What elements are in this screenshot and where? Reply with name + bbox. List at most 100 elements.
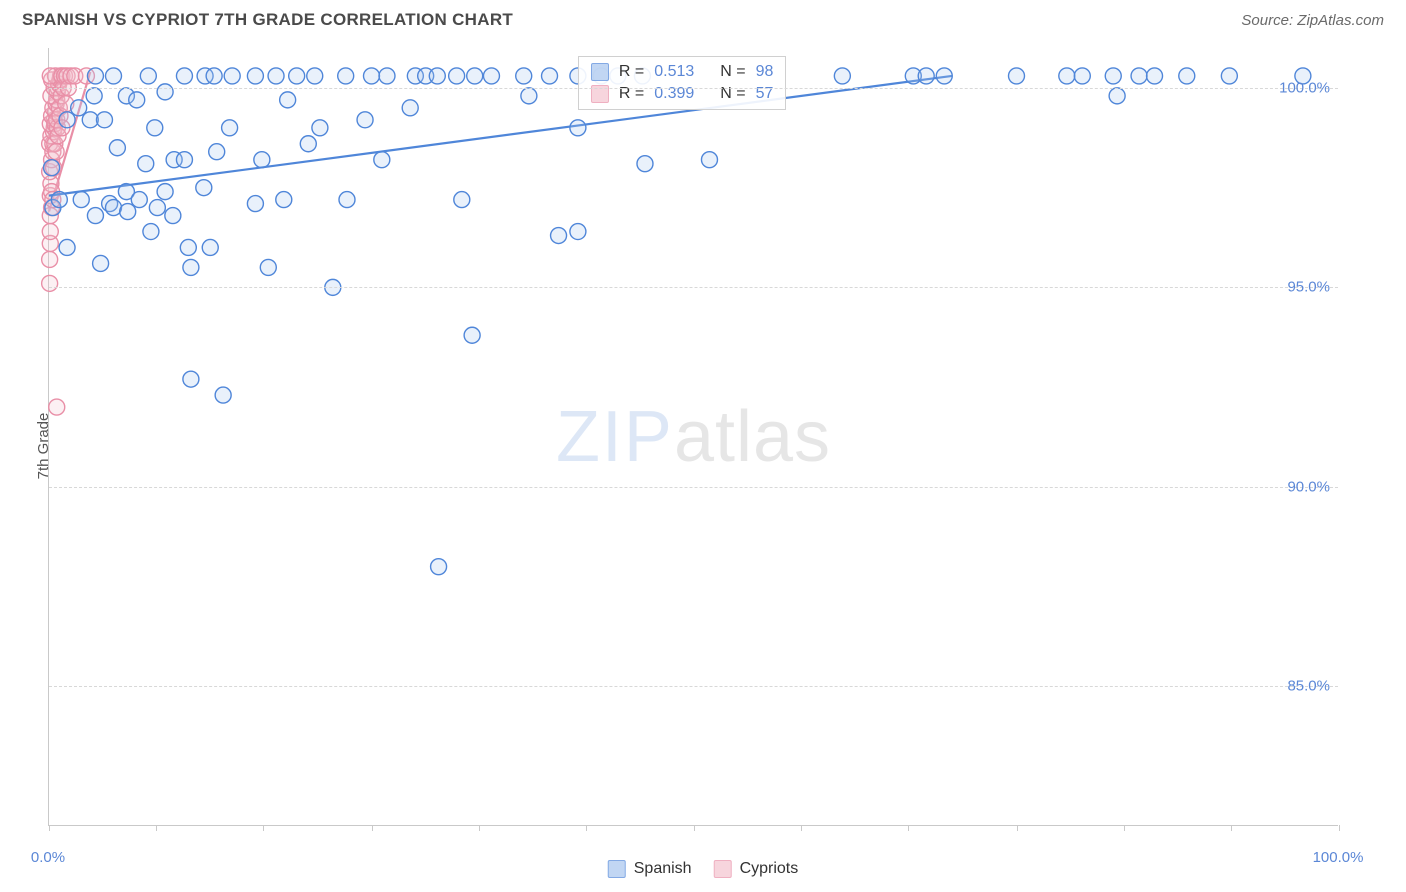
gridline-h [49,686,1338,687]
scatter-point-spanish[interactable] [143,224,159,240]
x-tick-label: 100.0% [1313,849,1364,866]
scatter-point-spanish[interactable] [183,259,199,275]
scatter-point-spanish[interactable] [268,68,284,84]
scatter-point-spanish[interactable] [357,112,373,128]
scatter-point-spanish[interactable] [176,68,192,84]
scatter-point-spanish[interactable] [86,88,102,104]
scatter-point-spanish[interactable] [1074,68,1090,84]
chart-title: SPANISH VS CYPRIOT 7TH GRADE CORRELATION… [22,10,513,30]
scatter-point-spanish[interactable] [1105,68,1121,84]
scatter-point-spanish[interactable] [402,100,418,116]
scatter-point-spanish[interactable] [834,68,850,84]
scatter-point-cypriots[interactable] [42,275,58,291]
scatter-point-spanish[interactable] [157,184,173,200]
scatter-point-spanish[interactable] [483,68,499,84]
scatter-point-spanish[interactable] [276,192,292,208]
scatter-point-spanish[interactable] [59,239,75,255]
scatter-point-spanish[interactable] [701,152,717,168]
scatter-point-spanish[interactable] [93,255,109,271]
y-tick-label: 95.0% [1287,279,1330,296]
scatter-point-spanish[interactable] [570,120,586,136]
scatter-point-spanish[interactable] [516,68,532,84]
scatter-point-spanish[interactable] [149,200,165,216]
scatter-point-spanish[interactable] [339,192,355,208]
scatter-point-spanish[interactable] [429,68,445,84]
scatter-point-spanish[interactable] [44,160,60,176]
scatter-point-spanish[interactable] [247,68,263,84]
scatter-point-spanish[interactable] [140,68,156,84]
scatter-point-spanish[interactable] [59,112,75,128]
scatter-point-spanish[interactable] [165,208,181,224]
scatter-point-spanish[interactable] [364,68,380,84]
legend-item-spanish[interactable]: Spanish [608,860,692,878]
scatter-point-spanish[interactable] [222,120,238,136]
scatter-point-spanish[interactable] [521,88,537,104]
scatter-point-spanish[interactable] [551,228,567,244]
scatter-point-cypriots[interactable] [42,251,58,267]
scatter-point-spanish[interactable] [51,192,67,208]
scatter-point-spanish[interactable] [338,68,354,84]
scatter-point-spanish[interactable] [454,192,470,208]
scatter-point-cypriots[interactable] [48,144,64,160]
scatter-point-spanish[interactable] [183,371,199,387]
scatter-point-spanish[interactable] [307,68,323,84]
scatter-point-spanish[interactable] [1009,68,1025,84]
scatter-point-spanish[interactable] [247,196,263,212]
scatter-point-spanish[interactable] [1131,68,1147,84]
scatter-point-spanish[interactable] [180,239,196,255]
trend-line-spanish [49,76,952,196]
scatter-point-cypriots[interactable] [49,399,65,415]
scatter-point-spanish[interactable] [96,112,112,128]
scatter-point-spanish[interactable] [379,68,395,84]
scatter-point-spanish[interactable] [202,239,218,255]
scatter-point-spanish[interactable] [918,68,934,84]
scatter-point-spanish[interactable] [138,156,154,172]
x-tick [479,825,480,831]
scatter-point-spanish[interactable] [176,152,192,168]
scatter-point-spanish[interactable] [467,68,483,84]
scatter-point-spanish[interactable] [260,259,276,275]
scatter-point-spanish[interactable] [106,200,122,216]
scatter-point-spanish[interactable] [254,152,270,168]
scatter-point-spanish[interactable] [147,120,163,136]
scatter-point-spanish[interactable] [1147,68,1163,84]
scatter-point-spanish[interactable] [449,68,465,84]
scatter-point-spanish[interactable] [109,140,125,156]
scatter-point-spanish[interactable] [206,68,222,84]
scatter-point-spanish[interactable] [224,68,240,84]
scatter-point-spanish[interactable] [1221,68,1237,84]
scatter-point-cypriots[interactable] [42,224,58,240]
scatter-point-spanish[interactable] [87,68,103,84]
scatter-point-spanish[interactable] [71,100,87,116]
scatter-point-spanish[interactable] [106,68,122,84]
scatter-point-spanish[interactable] [1059,68,1075,84]
scatter-point-spanish[interactable] [312,120,328,136]
scatter-point-spanish[interactable] [374,152,390,168]
scatter-point-spanish[interactable] [87,208,103,224]
scatter-point-spanish[interactable] [300,136,316,152]
scatter-point-spanish[interactable] [196,180,212,196]
correlation-stats-box: R = 0.513 N = 98 R = 0.399 N = 57 [578,56,787,110]
scatter-point-spanish[interactable] [431,559,447,575]
x-tick [263,825,264,831]
source-prefix: Source: [1241,12,1297,29]
scatter-point-spanish[interactable] [215,387,231,403]
scatter-point-spanish[interactable] [209,144,225,160]
scatter-point-spanish[interactable] [637,156,653,172]
legend-label-spanish: Spanish [634,860,692,878]
scatter-point-spanish[interactable] [120,204,136,220]
n-label-spanish: N = [720,63,745,81]
scatter-point-spanish[interactable] [289,68,305,84]
scatter-point-spanish[interactable] [936,68,952,84]
scatter-point-spanish[interactable] [73,192,89,208]
scatter-point-spanish[interactable] [131,192,147,208]
scatter-point-spanish[interactable] [570,224,586,240]
scatter-point-spanish[interactable] [464,327,480,343]
scatter-point-spanish[interactable] [542,68,558,84]
scatter-point-spanish[interactable] [1179,68,1195,84]
scatter-point-spanish[interactable] [1109,88,1125,104]
scatter-point-spanish[interactable] [280,92,296,108]
scatter-point-spanish[interactable] [157,84,173,100]
legend-item-cypriots[interactable]: Cypriots [714,860,799,878]
scatter-point-spanish[interactable] [129,92,145,108]
